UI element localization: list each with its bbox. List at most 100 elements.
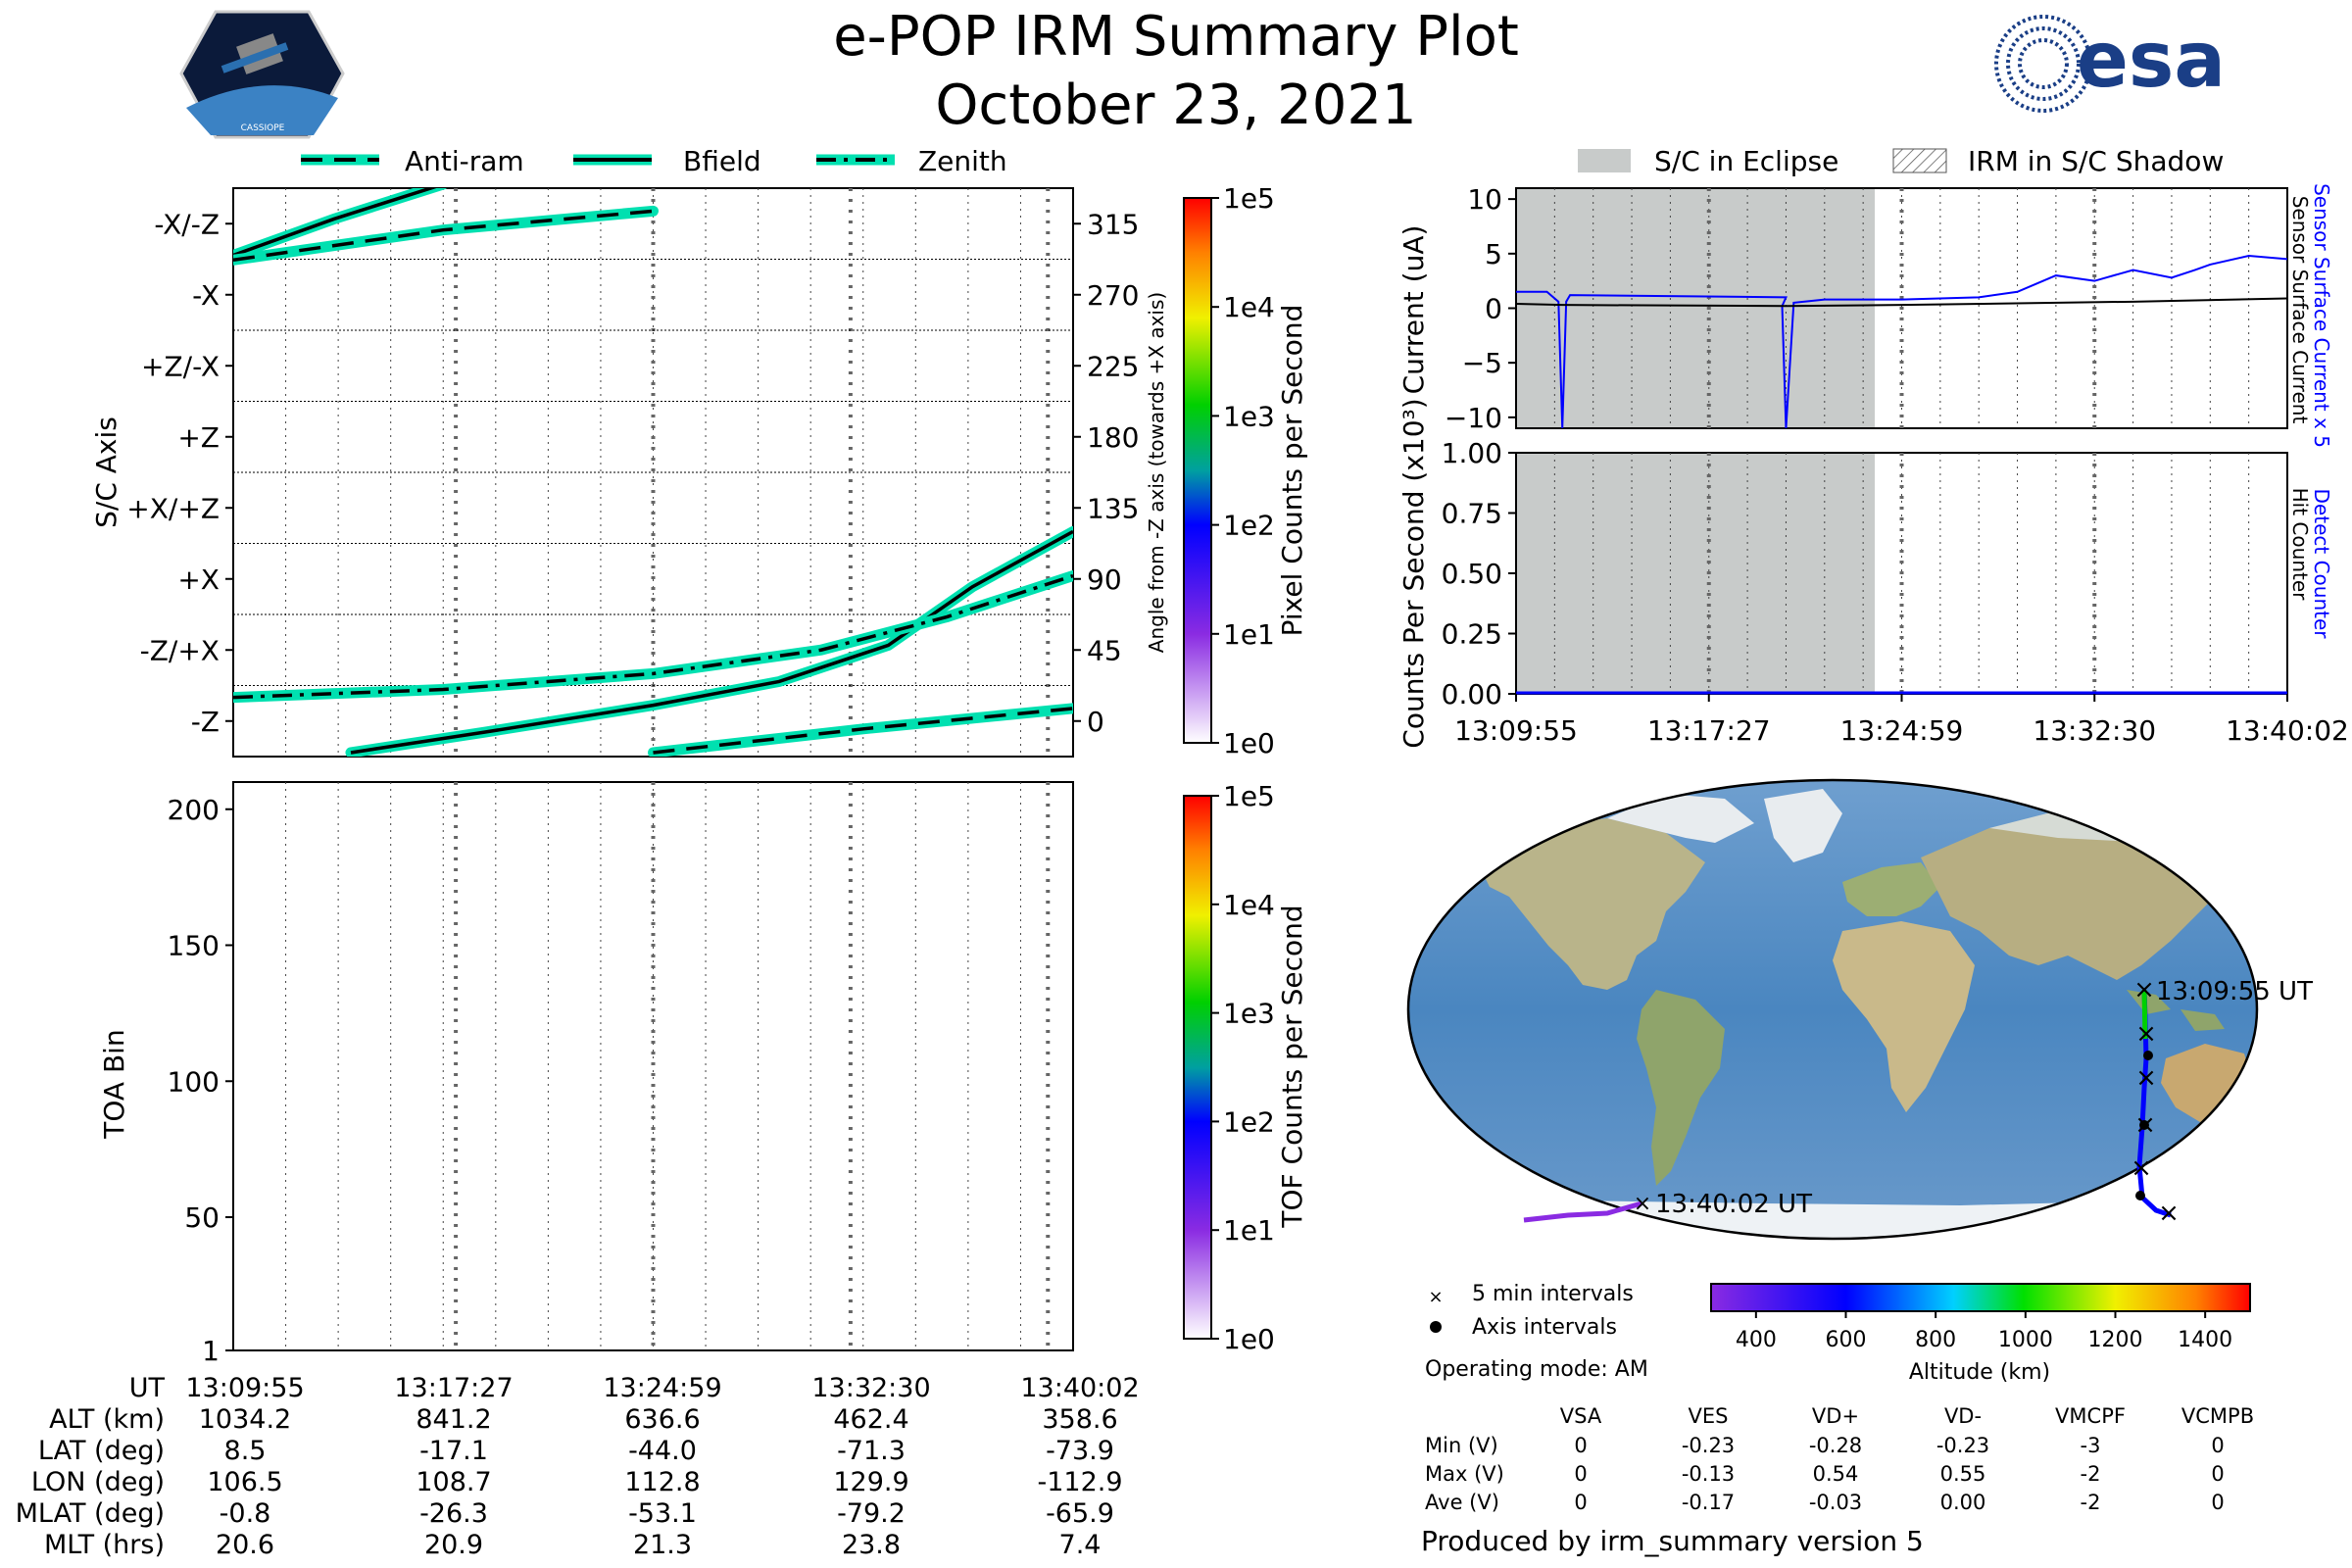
counts-right-label-blue: Detect Counter bbox=[2310, 489, 2333, 640]
counts-ytick-label: 0.25 bbox=[1442, 618, 1502, 651]
sc-axis-ytick-label: -X bbox=[192, 279, 220, 312]
voltage-column-header: VSA bbox=[1560, 1404, 1602, 1428]
sc-axis-right-tick-label: 225 bbox=[1087, 350, 1139, 382]
eclipse-legend: S/C in Eclipse IRM in S/C Shadow bbox=[1578, 145, 2224, 177]
legend-zenith-label: Zenith bbox=[918, 145, 1007, 177]
orbit-track-end bbox=[1523, 1200, 1642, 1223]
counts-panel: 0.00 0.25 0.50 0.75 1.00 13:09:55 13:17:27 13:… bbox=[1397, 398, 2349, 748]
page-subtitle: October 23, 2021 bbox=[935, 74, 1416, 137]
surface-current-x5-line bbox=[1516, 255, 2287, 428]
five-minute-marker: × bbox=[1634, 1192, 1651, 1216]
ephemeris-row-label: MLAT (deg) bbox=[16, 1498, 165, 1529]
sc-axis-ytick-label: -X/-Z bbox=[154, 208, 220, 240]
ephemeris-cell: 20.9 bbox=[424, 1530, 483, 1560]
ephemeris-cell: 13:32:30 bbox=[811, 1373, 930, 1403]
voltage-row-label: Max (V) bbox=[1425, 1462, 1504, 1486]
sc-axis-right-tick-label: 180 bbox=[1087, 421, 1139, 454]
voltage-column-header: VES bbox=[1689, 1404, 1729, 1428]
x-marker-icon: × bbox=[1428, 1287, 1443, 1307]
five-minute-marker: × bbox=[2133, 975, 2155, 1004]
altitude-tick-label: 400 bbox=[1736, 1328, 1777, 1352]
ephemeris-cell: 13:40:02 bbox=[1020, 1373, 1139, 1403]
sc-axis-ytick-label: +X bbox=[177, 564, 220, 596]
ephemeris-cell: -0.8 bbox=[220, 1498, 271, 1529]
ephemeris-row-label: UT bbox=[129, 1373, 166, 1403]
ephemeris-cell: -79.2 bbox=[837, 1498, 906, 1529]
sc-axis-panel: -Z -Z/+X +X +X/+Z +Z +Z/-X -X -X/-Z 0 45 90 135 180… bbox=[90, 187, 1168, 758]
counts-ytick-label: 0.75 bbox=[1442, 498, 1502, 530]
mission-logo-text: CASSIOPE bbox=[241, 123, 285, 133]
colorbar-tick-label: 1e4 bbox=[1223, 889, 1275, 921]
voltage-cell: -0.23 bbox=[1936, 1434, 1989, 1457]
esa-logo: esa bbox=[1994, 15, 2226, 113]
ephemeris-cell: 13:17:27 bbox=[394, 1373, 513, 1403]
counts-xtick-label: 13:09:55 bbox=[1454, 714, 1578, 747]
voltage-cell: -0.13 bbox=[1682, 1462, 1735, 1486]
sc-axis-right-tick-label: 135 bbox=[1087, 492, 1139, 524]
altitude-tick-label: 1400 bbox=[2178, 1328, 2232, 1352]
ephemeris-cell: -71.3 bbox=[837, 1436, 906, 1466]
operating-mode: Operating mode: AM bbox=[1425, 1357, 1648, 1382]
current-ytick-label: 5 bbox=[1485, 238, 1502, 270]
sc-axis-right-tick-label: 270 bbox=[1087, 279, 1139, 312]
legend-shadow-label: IRM in S/C Shadow bbox=[1968, 145, 2224, 177]
ephemeris-cell: 841.2 bbox=[416, 1404, 491, 1435]
pixel-colorbar-label: Pixel Counts per Second bbox=[1276, 305, 1308, 637]
page-title: e-POP IRM Summary Plot bbox=[833, 5, 1519, 69]
altitude-tick-label: 600 bbox=[1826, 1328, 1867, 1352]
legend-bfield-label: Bfield bbox=[683, 145, 761, 177]
series-anti-ram-line bbox=[653, 707, 1073, 755]
altitude-tick-label: 1200 bbox=[2088, 1328, 2143, 1352]
legend-shadow-swatch bbox=[1892, 148, 1947, 173]
sc-axis-right-tick-label: 0 bbox=[1087, 706, 1104, 738]
counts-ytick-label: 0.00 bbox=[1442, 678, 1502, 710]
five-minute-marker: × bbox=[2135, 1063, 2157, 1093]
five-minute-marker: × bbox=[2135, 1019, 2157, 1049]
series-bfield-line bbox=[233, 188, 437, 258]
dot-marker-icon bbox=[1430, 1321, 1442, 1333]
map-legend-5min: 5 min intervals bbox=[1472, 1282, 1634, 1306]
ephemeris-cell: -44.0 bbox=[628, 1436, 697, 1466]
ephemeris-cell: 20.6 bbox=[216, 1530, 274, 1560]
counts-xtick-label: 13:40:02 bbox=[2226, 714, 2349, 747]
ephemeris-cell: 112.8 bbox=[624, 1467, 700, 1497]
voltage-column-header: VD- bbox=[1944, 1404, 1982, 1428]
tof-colorbar: 1e0 1e1 1e2 1e3 1e4 1e5 TOF Counts per Second bbox=[1183, 780, 1308, 1355]
counts-right-label-black: Hit Counter bbox=[2288, 488, 2312, 601]
sc-axis-right-tick-label: 315 bbox=[1087, 208, 1139, 240]
toa-panel: 200 150 100 50 1 TOA Bin bbox=[98, 781, 1074, 1367]
axis-interval-marker bbox=[2143, 1051, 2153, 1060]
voltage-cell: -3 bbox=[2081, 1434, 2101, 1457]
colorbar-tick-label: 1e2 bbox=[1223, 1105, 1275, 1138]
colorbar-tick-label: 1e3 bbox=[1223, 998, 1275, 1030]
colorbar-tick-label: 1e1 bbox=[1223, 618, 1275, 651]
ephemeris-cell: 23.8 bbox=[842, 1530, 901, 1560]
ephemeris-cell: 358.6 bbox=[1042, 1404, 1117, 1435]
ephemeris-cell: -112.9 bbox=[1037, 1467, 1122, 1497]
tof-colorbar-label: TOF Counts per Second bbox=[1276, 905, 1308, 1228]
voltage-cell: -0.17 bbox=[1682, 1491, 1735, 1514]
current-ytick-label: 10 bbox=[1467, 183, 1502, 216]
map-legend: × 5 min intervals Axis intervals Operati… bbox=[1425, 1282, 1648, 1382]
voltage-cell: 0 bbox=[2211, 1491, 2224, 1514]
esa-logo-text: esa bbox=[2077, 17, 2226, 105]
legend-eclipse-label: S/C in Eclipse bbox=[1654, 145, 1838, 177]
voltage-cell: 0 bbox=[2211, 1462, 2224, 1486]
voltage-row-label: Ave (V) bbox=[1425, 1491, 1499, 1514]
colorbar-tick-label: 1e2 bbox=[1223, 510, 1275, 542]
counts-ylabel: Counts Per Second (x10³) bbox=[1397, 398, 1430, 748]
voltage-column-header: VMCPF bbox=[2055, 1404, 2126, 1428]
five-minute-marker: × bbox=[2158, 1199, 2180, 1228]
toa-ytick-label: 100 bbox=[168, 1065, 220, 1098]
current-right-label-blue: Sensor Surface Current x 5 bbox=[2310, 183, 2333, 448]
colorbar-tick-label: 1e3 bbox=[1223, 400, 1275, 432]
axis-interval-marker bbox=[2139, 1120, 2149, 1130]
voltage-cell: -0.03 bbox=[1809, 1491, 1862, 1514]
current-ytick-label: 0 bbox=[1485, 293, 1502, 325]
five-minute-marker: × bbox=[2131, 1153, 2152, 1183]
ephemeris-row-label: LAT (deg) bbox=[38, 1436, 165, 1466]
counts-ytick-label: 1.00 bbox=[1442, 437, 1502, 469]
sc-axis-right-tick-label: 90 bbox=[1087, 564, 1122, 596]
altitude-tick-label: 800 bbox=[1915, 1328, 1956, 1352]
